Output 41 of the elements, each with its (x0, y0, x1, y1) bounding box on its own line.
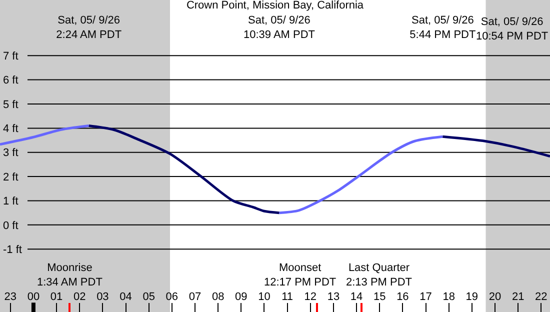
x-tick-label: 00 (27, 291, 40, 303)
x-tick-label: 16 (396, 291, 409, 303)
x-tick-label: 23 (4, 291, 17, 303)
x-tick-label: 14 (350, 291, 363, 303)
x-tick-label: 05 (142, 291, 155, 303)
x-tick-label: 06 (166, 291, 178, 303)
x-tick-label: 03 (96, 291, 109, 303)
y-tick-label: 2 ft (3, 171, 18, 184)
y-tick-label: -1 ft (3, 244, 22, 256)
annotation: Last Quarter 2:13 PM PDT (346, 262, 412, 288)
x-tick-label: 11 (282, 291, 294, 303)
x-tick-label: 19 (466, 291, 478, 303)
x2-tick-label: Sat, 05/ 9/26 10:39 AM PDT (243, 14, 316, 41)
x-tick-label: 22 (535, 291, 548, 303)
x2-tick-label: Sat, 05/ 9/26 2:24 AM PDT (56, 14, 122, 41)
annotation: Moonset 12:17 PM PDT (264, 262, 336, 288)
x-tick-label: 17 (420, 291, 432, 303)
x-tick-label: 10 (258, 291, 270, 303)
x-tick-label: 02 (73, 291, 86, 303)
y-tick-label: 3 ft (3, 147, 18, 160)
y-tick-label: 1 ft (3, 196, 18, 208)
x-tick-label: 12 (304, 291, 317, 303)
x-tick-label: 01 (50, 291, 63, 303)
x-tick-label: 21 (512, 291, 524, 303)
x-tick-label: 20 (488, 291, 502, 303)
y-tick-label: 4 ft (3, 123, 18, 136)
y-tick-label: 7 ft (3, 50, 18, 62)
x-tick-label: 18 (442, 291, 455, 303)
x-tick-label: 09 (235, 291, 248, 303)
x-tick-label: 08 (212, 291, 224, 303)
annotation: Moonrise 1:34 AM PDT (37, 262, 103, 288)
y-tick-label: 6 ft (3, 74, 18, 87)
x-tick-label: 15 (373, 291, 386, 303)
chart-title: Crown Point, Mission Bay, California (186, 0, 364, 12)
x-tick-label: 07 (188, 291, 202, 303)
y-tick-label: 0 ft (3, 220, 18, 232)
x-tick-label: 04 (120, 291, 132, 303)
y-tick-label: 5 ft (3, 98, 18, 111)
x2-tick-label: Sat, 05/ 9/26 5:44 PM PDT (410, 14, 476, 41)
x-tick-label: 13 (327, 291, 340, 303)
annotation: Sat, 05/ 9/26 10:54 PM PDT (476, 16, 548, 42)
